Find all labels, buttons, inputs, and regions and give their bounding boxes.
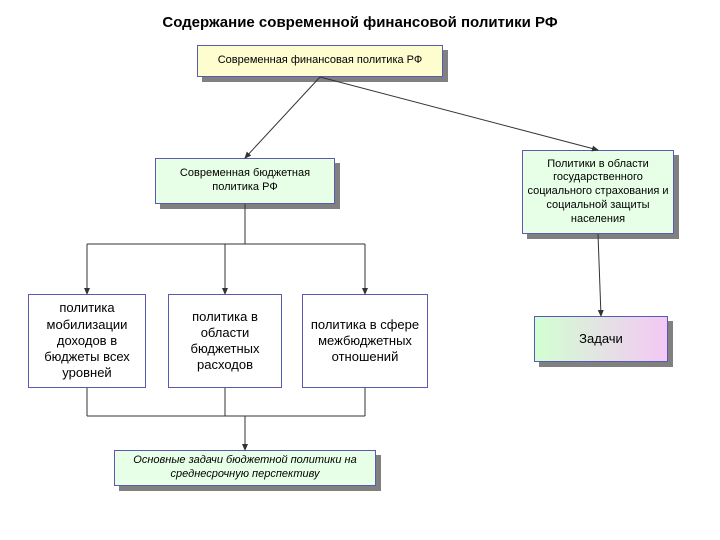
node-label: политика в области бюджетных расходов — [173, 309, 277, 374]
node-main-tasks: Основные задачи бюджетной политики на ср… — [114, 450, 376, 486]
node-label: политика в сфере межбюджетных отношений — [307, 317, 423, 366]
node-budget-policy: Современная бюджетная политика РФ — [155, 158, 335, 204]
node-label: Современная финансовая политика РФ — [218, 54, 423, 68]
diagram-title: Содержание современной финансовой полити… — [0, 14, 720, 31]
node-label: Современная бюджетная политика РФ — [160, 167, 330, 195]
node-label: Основные задачи бюджетной политики на ср… — [119, 454, 371, 482]
node-label: Политики в области государственного соци… — [527, 158, 669, 227]
node-label: политика мобилизации доходов в бюджеты в… — [33, 300, 141, 381]
node-expenditure-policy: политика в области бюджетных расходов — [168, 294, 282, 388]
node-top: Современная финансовая политика РФ — [197, 45, 443, 77]
node-interbudget-relations: политика в сфере межбюджетных отношений — [302, 294, 428, 388]
node-social-policy: Политики в области государственного соци… — [522, 150, 674, 234]
node-tasks: Задачи — [534, 316, 668, 362]
node-label: Задачи — [579, 331, 623, 347]
node-income-mobilization: политика мобилизации доходов в бюджеты в… — [28, 294, 146, 388]
